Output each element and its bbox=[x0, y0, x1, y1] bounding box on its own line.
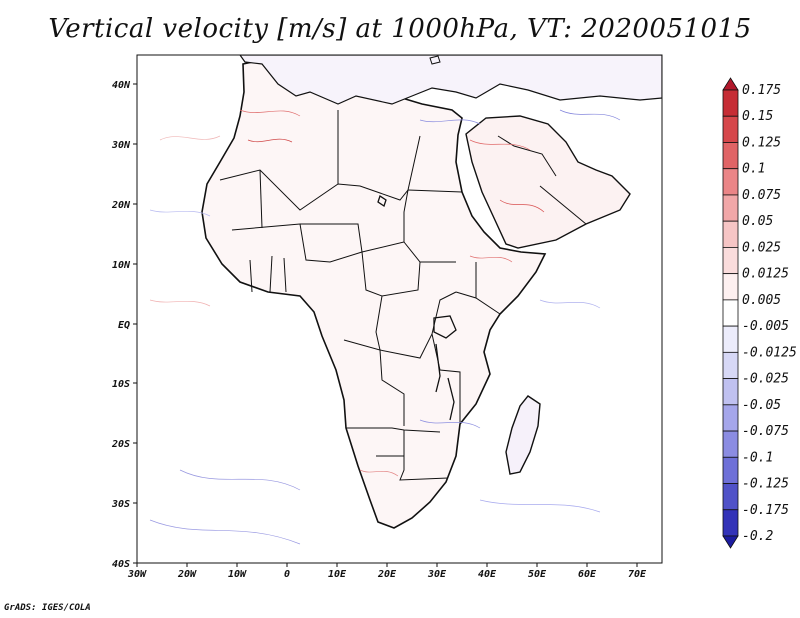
x-tick-label: 70E bbox=[628, 569, 647, 580]
colorbar-label: -0.075 bbox=[742, 424, 789, 439]
colorbar-segment bbox=[722, 404, 739, 432]
country-borders bbox=[219, 110, 587, 481]
colorbar-segment bbox=[722, 247, 739, 275]
y-tick-label: 30N bbox=[111, 140, 131, 151]
colorbar-label: 0.025 bbox=[742, 240, 781, 255]
colorbar-label: 0.1 bbox=[742, 162, 765, 177]
y-tick-label: 20S bbox=[111, 439, 130, 450]
y-tick-label: 10S bbox=[112, 379, 130, 390]
x-axis: 30W 20W 10W 0 10E 20E 30E 40E 50E 60E 70… bbox=[127, 563, 647, 580]
arabian-peninsula bbox=[465, 115, 631, 249]
africa-coastline bbox=[201, 59, 547, 529]
map-title: Vertical velocity [m/s] at 1000hPa, VT: … bbox=[48, 14, 752, 44]
colorbar-label: -0.2 bbox=[742, 529, 773, 544]
island bbox=[429, 55, 441, 65]
y-tick-label: EQ bbox=[118, 320, 130, 331]
x-tick-label: 30W bbox=[127, 569, 147, 580]
colorbar-segment bbox=[722, 325, 739, 353]
y-tick-label: 20N bbox=[111, 200, 131, 211]
colorbar-label: 0.005 bbox=[742, 293, 781, 308]
colorbar-label: 0.125 bbox=[742, 135, 781, 150]
colorbar-segment bbox=[722, 220, 739, 248]
colorbar-segment bbox=[722, 351, 739, 379]
colorbar-label: -0.0125 bbox=[742, 345, 797, 360]
velocity-field bbox=[149, 109, 621, 545]
colorbar-segment bbox=[722, 77, 739, 91]
colorbar-label: 0.05 bbox=[742, 214, 773, 229]
colorbar-segment bbox=[722, 115, 739, 143]
colorbar-label: 0.175 bbox=[742, 83, 781, 98]
y-axis: 40N 30N 20N 10N EQ 10S 20S 30S 40S bbox=[111, 80, 137, 570]
colorbar-segment bbox=[722, 483, 739, 511]
x-tick-label: 50E bbox=[528, 569, 547, 580]
y-tick-label: 40N bbox=[112, 80, 131, 91]
x-tick-label: 40E bbox=[478, 569, 497, 580]
europe-coastline bbox=[239, 55, 662, 105]
colorbar-segment bbox=[722, 378, 739, 406]
grads-credit: GrADS: IGES/COLA bbox=[4, 603, 91, 613]
map-panel: 30W 20W 10W 0 10E 20E 30E 40E 50E 60E 70… bbox=[111, 54, 663, 580]
colorbar-label: 0.075 bbox=[742, 188, 781, 203]
colorbar-label: -0.025 bbox=[742, 372, 789, 387]
colorbar-label: -0.005 bbox=[742, 319, 789, 334]
colorbar-segment bbox=[722, 194, 739, 222]
colorbar-label: -0.175 bbox=[742, 503, 789, 518]
colorbar: 0.175 0.15 0.125 0.1 0.075 0.05 0.025 0.0125 0.0… bbox=[722, 77, 797, 549]
x-tick-label: 10W bbox=[228, 569, 247, 580]
colorbar-segment bbox=[722, 430, 739, 458]
colorbar-label: -0.125 bbox=[742, 477, 789, 492]
colorbar-label: 0.15 bbox=[742, 109, 773, 124]
x-tick-label: 20W bbox=[177, 569, 197, 580]
colorbar-segment bbox=[722, 142, 739, 170]
colorbar-segment bbox=[722, 509, 739, 537]
colorbar-segment bbox=[722, 273, 739, 301]
colorbar-label: 0.0125 bbox=[742, 267, 789, 282]
colorbar-segment bbox=[722, 456, 739, 484]
x-tick-label: 30E bbox=[427, 569, 447, 580]
colorbar-label: -0.1 bbox=[742, 450, 773, 465]
colorbar-segment bbox=[722, 299, 739, 327]
x-tick-label: 60E bbox=[578, 569, 597, 580]
colorbar-segment bbox=[722, 89, 739, 117]
y-tick-label: 10N bbox=[112, 260, 131, 271]
map-frame bbox=[136, 54, 663, 564]
x-tick-label: 10E bbox=[328, 569, 347, 580]
madagascar bbox=[505, 395, 541, 475]
colorbar-segment bbox=[722, 168, 739, 196]
colorbar-segment bbox=[722, 535, 739, 549]
x-tick-label: 0 bbox=[284, 569, 290, 580]
y-tick-label: 40S bbox=[112, 559, 130, 570]
y-tick-label: 30S bbox=[111, 499, 130, 510]
x-tick-label: 20E bbox=[377, 569, 397, 580]
lakes bbox=[377, 194, 457, 421]
colorbar-label: -0.05 bbox=[742, 398, 781, 413]
